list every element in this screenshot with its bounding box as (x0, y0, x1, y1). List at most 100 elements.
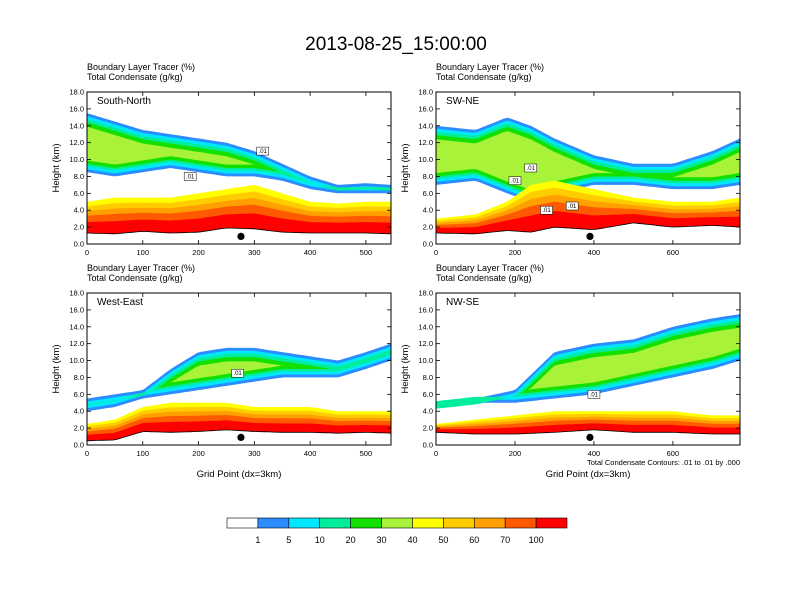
ytick-label: 8.0 (423, 172, 433, 181)
ytick-label: 16.0 (418, 104, 433, 113)
panel-subtitle-tracer: Boundary Layer Tracer (%) (87, 263, 195, 273)
ytick-label: 4.0 (423, 407, 433, 416)
upper-band-30 (87, 126, 391, 182)
contour-label-box (183, 172, 197, 181)
ytick-label: 10.0 (69, 155, 84, 164)
footnote-contours: Total Condensate Contours: .01 to .01 by… (587, 458, 740, 467)
colorbar-label: 60 (469, 535, 479, 545)
colorbar-box (319, 517, 351, 529)
ytick-label: 6.0 (74, 189, 84, 198)
ytick-label: 0.0 (74, 441, 84, 450)
xtick-label: 200 (192, 449, 205, 458)
xtick-label: 0 (434, 449, 438, 458)
ytick-label: 16.0 (69, 104, 84, 113)
contour-label: .01 (542, 208, 551, 214)
xtick-label: 200 (509, 449, 522, 458)
xlabel: Grid Point (dx=3km) (546, 469, 631, 480)
ytick-label: 18.0 (69, 289, 84, 298)
ylabel: Height (km) (400, 344, 411, 393)
location-marker (586, 232, 594, 240)
tracer-field (87, 113, 391, 244)
panel-subtitle-tracer: Boundary Layer Tracer (%) (87, 62, 195, 72)
ytick-label: 8.0 (74, 172, 84, 181)
ytick-label: 0.0 (423, 240, 433, 249)
colorbar-box (535, 517, 568, 529)
bl-band-100 (436, 423, 740, 434)
ytick-label: 10.0 (418, 155, 433, 164)
contour-label-box (540, 205, 553, 215)
panels-group: 0.0 2.0 4.0 6.0 8.0 10.0 12.0 14.0 16.0 18.0 0 100 2… (51, 62, 741, 480)
ytick-label: 2.0 (423, 223, 433, 232)
panel-frame (86, 91, 392, 245)
colorbar-box (412, 517, 444, 529)
colorbar-label: 10 (315, 535, 325, 545)
panel-subtitle-condensate: Total Condensate (g/kg) (436, 273, 532, 283)
contour-label: .01 (511, 179, 520, 185)
xtick-label: 400 (588, 248, 601, 257)
ylabel: Height (km) (51, 344, 62, 393)
ytick-label: 14.0 (69, 121, 84, 130)
ytick-label: 0.0 (74, 240, 84, 249)
bl-band-100 (436, 211, 740, 234)
ytick-label: 6.0 (74, 390, 84, 399)
panel-name: West-East (97, 297, 143, 308)
ytick-label: 10.0 (418, 356, 433, 365)
colorbar-box (473, 517, 506, 529)
contour-label-box (256, 146, 269, 156)
ytick-label: 4.0 (74, 407, 84, 416)
panel-subtitle-condensate: Total Condensate (g/kg) (87, 273, 183, 283)
colorbar-label: 70 (500, 535, 510, 545)
ytick-label: 2.0 (74, 424, 84, 433)
ytick-label: 0.0 (423, 441, 433, 450)
contour-label-box (587, 390, 601, 399)
colorbar-box (504, 517, 537, 529)
xtick-label: 400 (588, 449, 601, 458)
colorbar-box (350, 517, 382, 529)
colorbar-label: 100 (529, 535, 544, 545)
ytick-label: 14.0 (418, 121, 433, 130)
xtick-label: 500 (360, 248, 373, 257)
panel-frame (435, 91, 741, 245)
colorbar-label: 20 (346, 535, 356, 545)
ytick-label: 4.0 (423, 206, 433, 215)
figure-title: 2013-08-25_15:00:00 (305, 34, 487, 55)
xtick-label: 100 (137, 449, 150, 458)
ytick-label: 16.0 (418, 305, 433, 314)
colorbar-box (381, 517, 413, 529)
terrain-line (87, 227, 391, 235)
panel-subtitle-tracer: Boundary Layer Tracer (%) (436, 263, 544, 273)
ytick-label: 12.0 (418, 138, 433, 147)
location-marker (237, 232, 245, 240)
ytick-label: 6.0 (423, 390, 433, 399)
terrain-line (436, 429, 740, 435)
xtick-label: 400 (304, 248, 317, 257)
contour-label: .01 (568, 204, 577, 210)
ytick-label: 18.0 (418, 88, 433, 97)
colorbar-label: 40 (407, 535, 417, 545)
terrain-line (436, 222, 740, 235)
contour-label: .01 (259, 149, 268, 155)
colorbar-box (443, 517, 475, 529)
ytick-label: 14.0 (418, 322, 433, 331)
ytick-label: 10.0 (69, 356, 84, 365)
ytick-label: 8.0 (74, 373, 84, 382)
colorbar-box (226, 517, 259, 529)
ytick-label: 2.0 (74, 223, 84, 232)
panel-nw-se: 0.0 2.0 4.0 6.0 8.0 10.0 12.0 14.0 16.0 18.0 0 200 4… (400, 263, 741, 480)
bl-band-100 (87, 213, 391, 234)
xtick-label: 200 (192, 248, 205, 257)
tracer-field (436, 314, 740, 445)
xtick-label: 300 (248, 449, 261, 458)
panel-west-east: 0.0 2.0 4.0 6.0 8.0 10.0 12.0 14.0 16.0 18.0 0 100 2… (51, 263, 392, 480)
xtick-label: 300 (248, 248, 261, 257)
panel-name: South-North (97, 96, 151, 107)
xtick-label: 200 (509, 248, 522, 257)
colorbar-box (288, 517, 321, 529)
panel-frame (435, 292, 741, 446)
upper-band-10 (87, 119, 391, 191)
ytick-label: 16.0 (69, 305, 84, 314)
xtick-label: 0 (85, 449, 89, 458)
panel-sw-ne: 0.0 2.0 4.0 6.0 8.0 10.0 12.0 14.0 16.0 18.0 0 200 4… (400, 62, 741, 257)
panel-subtitle-condensate: Total Condensate (g/kg) (436, 72, 532, 82)
